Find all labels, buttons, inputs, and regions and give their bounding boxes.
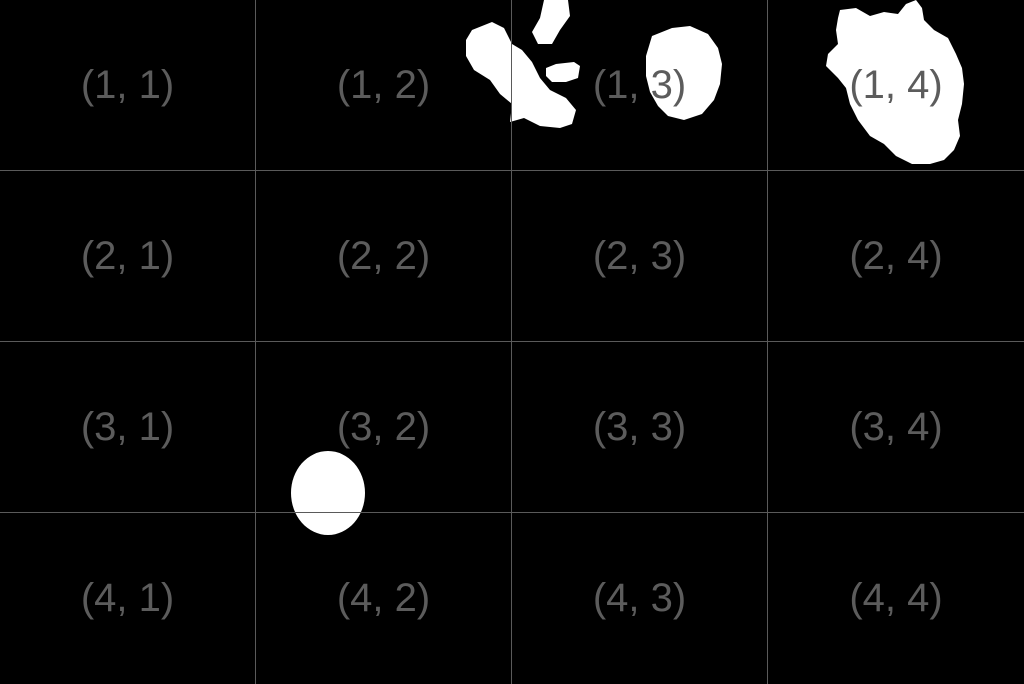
cell-label: (4, 2) [336, 576, 431, 620]
grid-cell: (1, 3) [512, 0, 768, 171]
mask-blob-1-3-small-streak [532, 0, 570, 44]
grid-cell: (3, 3) [512, 342, 768, 513]
cell-label: (1, 4) [849, 62, 943, 107]
grid-cell: (3, 1) [0, 342, 256, 513]
grid-cell: (1, 4) [768, 0, 1024, 171]
grid-cell: (2, 1) [0, 171, 256, 342]
cell-label: (4, 4) [849, 576, 943, 620]
mask-blob-3-2-oval [291, 451, 365, 535]
cell-label: (1, 3) [592, 62, 687, 107]
cell-label: (3, 4) [849, 404, 943, 449]
grid-cell: (4, 3) [512, 513, 768, 684]
grid-cell: (4, 1) [0, 513, 256, 684]
cell-label: (2, 3) [592, 233, 687, 278]
cell-label: (3, 2) [336, 404, 431, 449]
grid-cell: (1, 2) [256, 0, 512, 171]
cell-label: (2, 4) [849, 233, 943, 278]
cell-label: (1, 2) [336, 62, 431, 107]
cell-label: (2, 1) [80, 233, 175, 278]
mask-blob-1-3-small-fleck [546, 62, 580, 82]
cell-label: (2, 2) [336, 233, 431, 278]
grid-cell: (3, 2) [256, 342, 512, 513]
mask-blob-1-2-cluster [466, 22, 576, 128]
grid-cell: (2, 4) [768, 171, 1024, 342]
grid-cell: (1, 1) [0, 0, 256, 171]
mask-blob-1-3-round [646, 26, 722, 120]
mask-blob-1-4-large [826, 0, 964, 164]
grid-cell: (2, 2) [256, 171, 512, 342]
cell-label: (4, 1) [80, 576, 175, 620]
grid-cell: (3, 4) [768, 342, 1024, 513]
cell-label: (4, 3) [592, 576, 687, 620]
cell-label: (3, 1) [80, 404, 175, 449]
grid-cell: (4, 4) [768, 513, 1024, 684]
cell-label: (1, 1) [80, 62, 175, 107]
grid-cell: (2, 3) [512, 171, 768, 342]
cell-label: (3, 3) [592, 404, 687, 449]
grid-cell: (4, 2) [256, 513, 512, 684]
